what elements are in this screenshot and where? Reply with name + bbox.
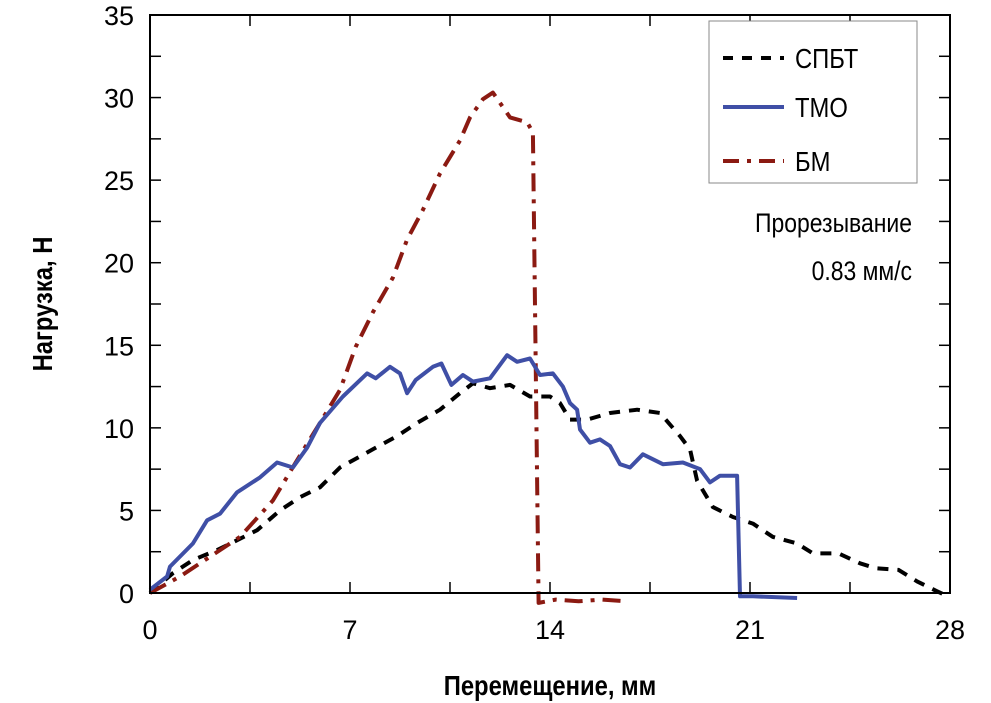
- x-axis-label: Перемещение, мм: [444, 669, 657, 701]
- x-tick-label: 0: [142, 615, 157, 645]
- annotation-line-1: Прорезывание: [755, 208, 912, 238]
- x-tick-label: 28: [935, 615, 965, 645]
- y-tick-label: 25: [104, 166, 134, 196]
- legend-box: [708, 20, 918, 184]
- y-tick-label: 0: [119, 579, 134, 609]
- legend-label-bm: БМ: [795, 145, 830, 177]
- y-tick-label: 15: [104, 331, 134, 361]
- x-tick-label: 7: [342, 615, 357, 645]
- x-tick-label: 21: [735, 615, 765, 645]
- legend-label-spbt: СПБТ: [795, 42, 858, 74]
- y-tick-label: 5: [119, 496, 134, 526]
- y-tick-label: 20: [104, 249, 134, 279]
- annotation-line-2: 0.83 мм/с: [812, 256, 912, 286]
- legend: СПБТ ТМО БМ: [708, 20, 918, 184]
- y-axis-label: Нагрузка, Н: [26, 237, 58, 372]
- series-line-tmo: [148, 353, 798, 600]
- y-tick-label: 10: [104, 414, 134, 444]
- x-tick-label: 14: [535, 615, 565, 645]
- series-line-bm: [149, 90, 628, 605]
- legend-label-tmo: ТМО: [795, 91, 848, 123]
- series-line-spbt: [148, 381, 946, 597]
- plot-area: [148, 90, 946, 605]
- y-tick-label: 30: [104, 84, 134, 114]
- y-tick-label: 35: [104, 1, 134, 31]
- axis-ticks: 0 7 14 21 28 0 5 10 15 20 25 30 35: [104, 1, 965, 645]
